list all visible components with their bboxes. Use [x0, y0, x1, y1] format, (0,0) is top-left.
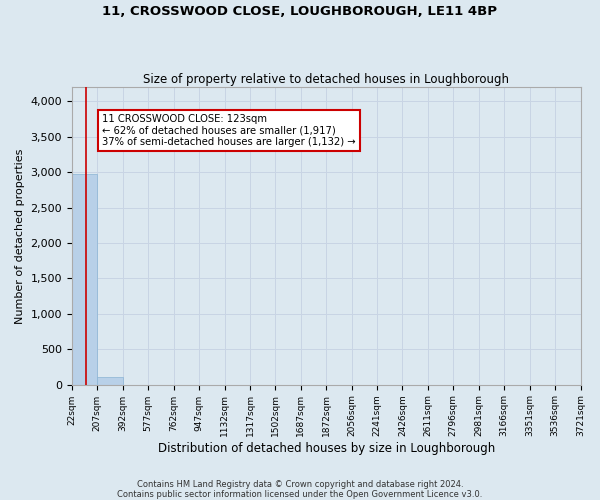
- Bar: [72, 174, 97, 384]
- Text: Contains HM Land Registry data © Crown copyright and database right 2024.
Contai: Contains HM Land Registry data © Crown c…: [118, 480, 482, 499]
- Text: 11 CROSSWOOD CLOSE: 123sqm
← 62% of detached houses are smaller (1,917)
37% of s: 11 CROSSWOOD CLOSE: 123sqm ← 62% of deta…: [102, 114, 356, 148]
- X-axis label: Distribution of detached houses by size in Loughborough: Distribution of detached houses by size …: [158, 442, 495, 455]
- Title: Size of property relative to detached houses in Loughborough: Size of property relative to detached ho…: [143, 73, 509, 86]
- Text: 11, CROSSWOOD CLOSE, LOUGHBOROUGH, LE11 4BP: 11, CROSSWOOD CLOSE, LOUGHBOROUGH, LE11 …: [103, 5, 497, 18]
- Bar: [97, 377, 123, 384]
- Y-axis label: Number of detached properties: Number of detached properties: [15, 148, 25, 324]
